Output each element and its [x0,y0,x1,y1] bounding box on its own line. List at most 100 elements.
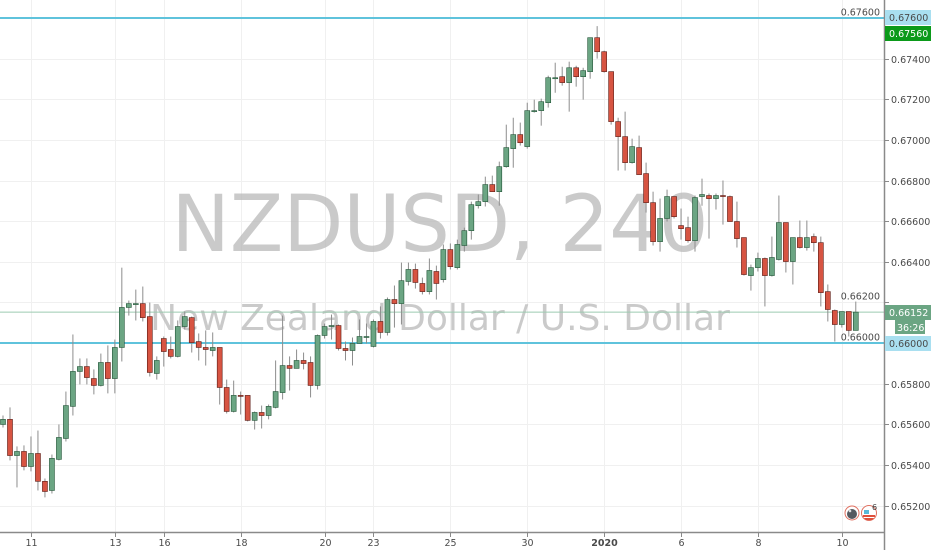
time-tick-label: 20 [319,538,331,549]
candle-body [510,134,517,149]
candle-up [468,201,475,240]
candle-body [35,453,41,482]
candle-body [825,291,831,310]
candle-body [265,406,272,416]
candle-body [405,269,412,282]
candle-body [153,360,160,374]
price-label-hline-top[interactable]: 0.67600 [885,10,931,25]
candle-body [678,225,684,229]
candle-down [342,341,349,361]
candle-body [594,37,600,53]
candle-down [419,277,426,295]
candle-body [741,237,747,275]
candle-up [126,300,132,316]
price-axis[interactable]: 0.67600 0.67400 0.67200 0.67000 0.66800 0.666… [841,8,931,514]
candle-down [91,369,97,395]
time-axis[interactable]: 11 13 16 18 20 23 25 30 2020 6 8 10 [25,533,849,549]
candle-down [608,71,614,125]
candle-down [42,478,48,498]
candle-down [35,430,41,491]
candle-up [181,311,188,330]
candle-down [734,201,740,248]
candle-up [804,220,810,251]
price-tick-label: 0.67000 [891,136,930,147]
candle-up [776,195,782,261]
candle-down [447,243,454,270]
candle-up [14,446,20,488]
candles [0,26,859,498]
candle-up [657,198,663,252]
candle-body [146,316,153,373]
event-count: 6 [872,503,877,512]
candle-body [608,71,614,122]
time-tick-label: 2020 [591,538,618,549]
candle-body [615,121,621,137]
candle-down [832,309,838,342]
candle-down [650,191,656,246]
time-tick-label: 8 [755,538,761,549]
candle-down [678,208,684,240]
candle-body [783,222,789,262]
candle-body [112,347,118,379]
candle-body [468,204,475,231]
candle-body [426,270,433,292]
candle-down [615,117,621,171]
candle-down [223,379,230,414]
candle-up [209,332,216,357]
candle-body [98,362,104,386]
candle-up [664,189,670,222]
candle-down [202,330,209,366]
price-tick-label: 0.65600 [891,420,930,431]
candle-up [790,237,796,285]
candle-body [538,101,545,111]
candle-up [545,75,552,108]
candle-body [601,51,607,72]
time-tick-label: 23 [367,538,379,549]
us-flag-event-icon[interactable]: 6 [861,503,878,521]
candle-down [160,336,167,367]
candle-up [112,339,118,394]
candle-up [769,236,775,277]
candle-body [70,371,76,407]
candle-down [195,333,202,361]
candle-body [167,349,174,357]
time-tick-label: 13 [109,538,121,549]
candle-body [671,196,677,217]
time-tick-label: 30 [521,538,533,549]
candle-body [258,412,265,416]
candle-up [538,98,545,126]
news-event-icon[interactable] [844,505,860,521]
candle-body [713,195,719,199]
candle-up [363,323,370,344]
candle-body [77,366,83,372]
candle-up [314,334,321,390]
candle-down [845,311,852,337]
candle-down [489,175,496,192]
candle-up [70,334,76,416]
time-tick-label: 10 [836,538,848,549]
candle-down [377,306,384,339]
candle-up [63,391,69,442]
candle-down [7,407,13,461]
candle-down [685,216,691,243]
price-label-hline-bottom[interactable]: 0.66000 [885,336,931,351]
price-tick-label: 0.67400 [891,55,930,66]
candle-body [692,197,698,241]
candle-body [503,147,510,167]
candle-up [524,102,531,149]
candle-body [852,311,859,331]
candle-body [56,437,62,460]
candle-down [741,237,747,276]
candle-up [56,424,62,461]
price-label-last: 0.66152 36:26 [885,305,931,334]
candle-body [391,299,398,304]
candle-body [21,451,27,467]
price-tick-label: 0.66000 [841,333,880,344]
candle-body [769,257,775,276]
candle-body [489,184,496,192]
candle-down [762,257,768,307]
candle-body [49,458,55,491]
candle-body [552,77,559,80]
candle-body [461,230,468,246]
